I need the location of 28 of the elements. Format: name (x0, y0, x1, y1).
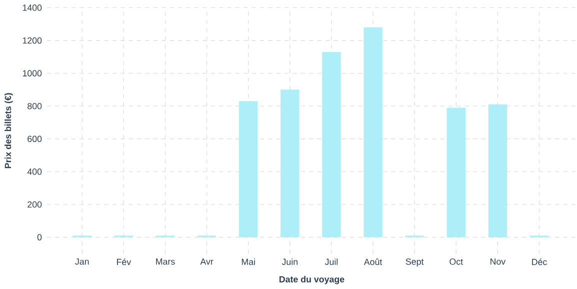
y-tick-label: 1000 (22, 70, 42, 77)
y-tick-label: 200 (28, 201, 42, 208)
x-tick-label: Juin (282, 258, 298, 266)
y-tick-label: 1200 (22, 37, 42, 44)
y-tick-label: 1400 (22, 4, 42, 11)
y-tick-label: 0 (37, 234, 42, 241)
y-axis-title: Prix des billets (€) (4, 93, 13, 168)
y-tick-label: 400 (27, 168, 42, 175)
bar (446, 108, 466, 238)
x-tick-label: Déc (532, 258, 547, 266)
x-tick-label: Fév (117, 258, 132, 266)
x-tick-label: Oct (450, 258, 463, 265)
x-tick-label: Août (364, 258, 382, 266)
bar (488, 104, 508, 238)
x-tick-label: Mars (156, 258, 175, 265)
bar (364, 27, 382, 238)
bar (280, 90, 300, 238)
x-axis-title: Date du voyage (280, 276, 344, 284)
x-tick-label: Nov (490, 258, 506, 265)
x-tick-label: Jan (75, 258, 89, 265)
x-tick-label: Mai (242, 258, 255, 266)
y-tick-label: 800 (28, 103, 42, 110)
x-tick-label: Juil (324, 258, 338, 266)
bar (322, 52, 341, 238)
y-tick-label: 600 (28, 136, 42, 142)
x-tick-label: Sept (406, 258, 424, 267)
x-tick-label: Avr (200, 258, 214, 265)
bar (239, 101, 258, 238)
